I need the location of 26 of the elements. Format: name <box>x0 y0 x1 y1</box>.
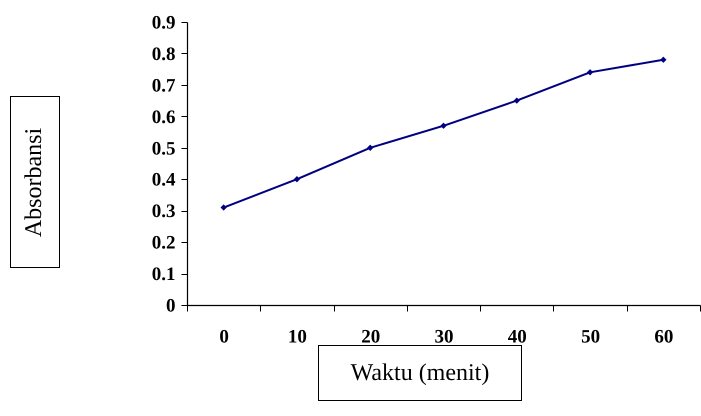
y-axis-title: Absorbansi <box>22 127 48 237</box>
x-tick-label: 50 <box>581 326 600 348</box>
y-tick-label: 0.5 <box>152 138 176 160</box>
y-tick-label: 0.7 <box>152 75 176 96</box>
point <box>294 176 300 182</box>
x-tick-label: 20 <box>361 326 380 348</box>
y-tick-label: 0.1 <box>152 264 176 286</box>
point <box>660 56 667 63</box>
x-tick-label: 60 <box>654 326 674 348</box>
point <box>514 97 520 104</box>
y-tick-label: 0.6 <box>152 106 176 128</box>
y-tick-label: 0.3 <box>152 201 176 222</box>
x-axis-title: Waktu (menit) <box>350 360 490 386</box>
y-tick-label: 0.4 <box>152 170 176 191</box>
x-tick-label: 30 <box>434 326 454 348</box>
y-tick-label: 0.2 <box>152 232 176 254</box>
point <box>440 122 447 129</box>
point <box>586 69 594 76</box>
y-tick-label: 0.8 <box>152 44 176 65</box>
y-tick-label: 0 <box>166 296 176 316</box>
point <box>220 204 227 211</box>
point <box>367 144 374 151</box>
x-tick-label: 0 <box>219 326 229 348</box>
x-tick-label: 10 <box>288 326 307 348</box>
x-tick-label: 40 <box>508 326 527 348</box>
y-tick-label: 0.9 <box>152 12 176 34</box>
